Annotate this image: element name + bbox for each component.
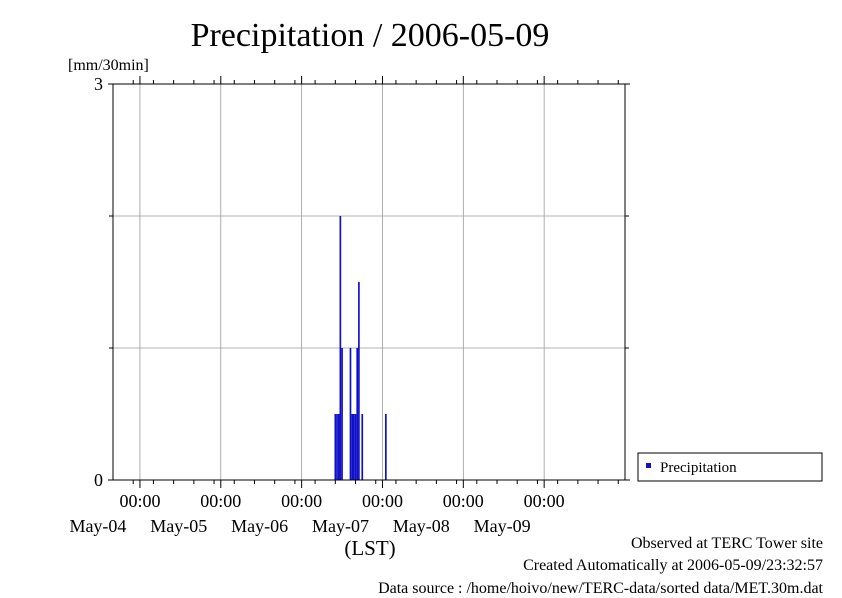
x-tick-time-label: 00:00: [524, 491, 565, 511]
gridlines: [113, 84, 625, 480]
precipitation-bar: [336, 414, 338, 480]
precipitation-bar: [334, 414, 337, 480]
footer-observed-text: Observed at TERC Tower site: [630, 535, 823, 552]
x-axis-label: (LST): [344, 536, 395, 560]
x-tick-date-label: May-07: [312, 516, 369, 536]
x-tick-date-label: May-09: [474, 516, 531, 536]
x-tick-time-label: 00:00: [443, 491, 484, 511]
y-tick-label: 3: [94, 74, 103, 94]
x-tick-time-label: 00:00: [200, 491, 241, 511]
chart-title: Precipitation / 2006-05-09: [191, 17, 550, 54]
x-tick-date-label: May-06: [231, 516, 288, 536]
x-tick-date-label: May-08: [393, 516, 450, 536]
legend-box: [637, 452, 823, 482]
footer-source-text: Data source : /home/hoivo/new/TERC-data/…: [378, 580, 823, 597]
y-tick-label: 0: [94, 470, 103, 490]
precipitation-bar: [341, 348, 343, 480]
precipitation-bar: [349, 348, 352, 480]
x-tick-date-label: May-04: [69, 516, 126, 536]
precipitation-bars: [334, 216, 387, 480]
x-tick-time-label: 00:00: [281, 491, 322, 511]
precipitation-bar: [337, 414, 340, 480]
x-tick-time-label: 00:00: [119, 491, 160, 511]
precipitation-bar: [358, 282, 360, 480]
precipitation-bar: [356, 348, 359, 480]
precipitation-bar: [353, 414, 355, 480]
legend-swatch: [646, 463, 651, 468]
x-axis-ticks: 00:00 May-04 00:00 May-05 00:00 May-06 00:00 Ma…: [69, 76, 619, 536]
footer-created-text: Created Automatically at 2006-05-09/23:3…: [523, 557, 823, 574]
x-tick-time-label: 00:00: [362, 491, 403, 511]
precipitation-bar: [351, 414, 353, 480]
precipitation-bar: [354, 414, 357, 480]
x-tick-date-label: May-05: [150, 516, 207, 536]
legend-label: Precipitation: [660, 460, 737, 476]
precipitation-bar: [385, 414, 387, 480]
precipitation-bar: [339, 216, 342, 480]
y-axis-unit-label: [mm/30min]: [68, 57, 149, 74]
legend: Precipitation: [637, 452, 823, 482]
y-axis-ticks: 03: [94, 74, 630, 490]
precipitation-bar: [361, 414, 364, 480]
plot-frame: [112, 83, 626, 481]
